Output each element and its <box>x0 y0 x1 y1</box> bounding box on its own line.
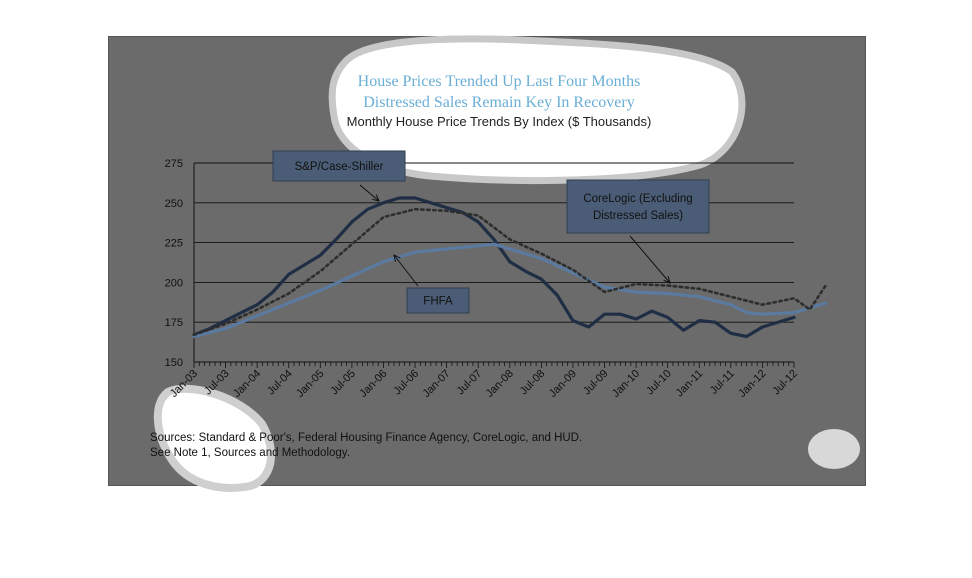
y-tick-label: 200 <box>165 277 183 289</box>
x-tick-label: Jan-10 <box>610 368 642 400</box>
x-tick-label: Jul-10 <box>644 368 674 398</box>
corelogic-line <box>192 207 827 337</box>
callout-fhfa-arrow <box>393 254 419 287</box>
chart-subtitle: Monthly House Price Trends By Index ($ T… <box>347 114 652 129</box>
x-tick-label: Jul-12 <box>770 368 800 398</box>
x-tick-label: Jul-06 <box>391 368 421 398</box>
y-tick-label: 275 <box>165 158 183 170</box>
series-layer <box>192 196 828 339</box>
callout-corelogic-label: Distressed Sales) <box>593 210 683 222</box>
callout-fhfa-box <box>406 287 470 314</box>
callout-layer: S&P/Case-Shiller CoreLogic (Excluding Dist… <box>272 150 710 314</box>
callout-corelogic-label: CoreLogic (Excluding <box>583 193 692 205</box>
x-tick-label: Jan-06 <box>357 368 389 400</box>
callout-corelogic-arrow <box>629 235 671 284</box>
y-tick-label: 150 <box>165 357 183 369</box>
title-bubble <box>328 35 746 185</box>
bottom-left-blob <box>153 384 276 492</box>
x-tick-label: Jul-07 <box>455 368 485 398</box>
callout-corelogic-box <box>566 179 710 234</box>
x-tick-label: Jul-09 <box>581 368 611 398</box>
callout-fhfa-label: FHFA <box>423 296 453 308</box>
x-tick-label: Jan-09 <box>547 368 579 400</box>
y-tick-label: 225 <box>165 238 183 250</box>
callout-case-shiller-arrow <box>359 184 380 202</box>
x-tick-label: Jan-08 <box>484 368 516 400</box>
sources-line-1: Sources: Standard & Poor's, Federal Hous… <box>150 432 582 444</box>
callout-case-shiller-arrowhead <box>372 194 380 202</box>
fhfa-line <box>192 242 828 339</box>
x-tick-label: Jan-12 <box>736 368 768 400</box>
x-tick-label: Jan-07 <box>420 368 452 400</box>
callout-case-shiller-box <box>272 150 406 182</box>
x-tick-label: Jan-04 <box>231 368 263 400</box>
x-tick-label: Jul-11 <box>708 368 737 397</box>
chart-title-line-2: Distressed Sales Remain Key In Recovery <box>363 94 634 111</box>
x-tick-label: Jan-05 <box>294 368 326 400</box>
bottom-right-blob <box>808 429 860 469</box>
x-tick-label: Jan-11 <box>674 368 706 400</box>
y-tick-label: 250 <box>165 198 183 210</box>
y-tick-label: 175 <box>165 317 183 329</box>
x-tick-label: Jul-04 <box>265 368 295 398</box>
chart-title-line-1: House Prices Trended Up Last Four Months <box>358 73 641 90</box>
x-tick-label: Jul-05 <box>328 368 358 398</box>
callout-case-shiller-label: S&P/Case-Shiller <box>295 161 384 173</box>
callout-fhfa-arrowhead <box>393 254 401 262</box>
sources-line-2: See Note 1, Sources and Methodology. <box>150 447 350 459</box>
callout-corelogic-arrowhead <box>663 276 671 284</box>
case-shiller-line <box>192 196 796 339</box>
x-tick-label: Jul-08 <box>518 368 548 398</box>
